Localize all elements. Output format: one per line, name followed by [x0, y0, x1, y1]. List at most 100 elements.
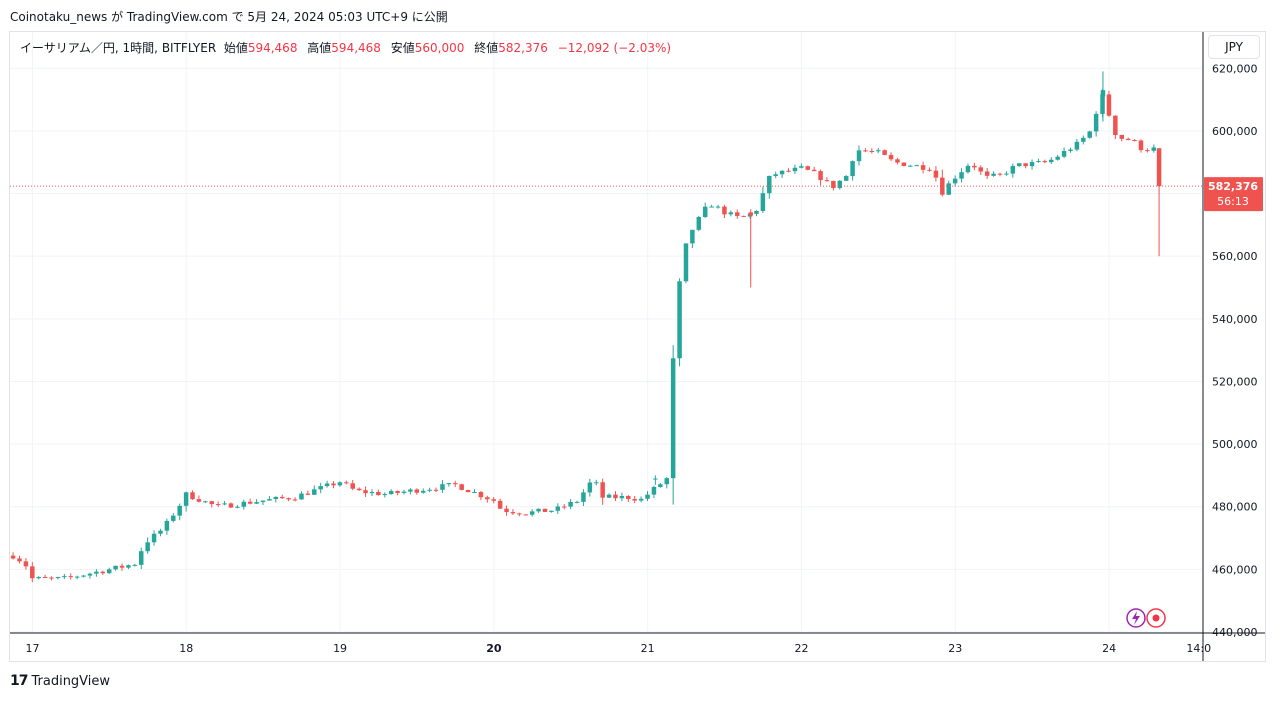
- candle: [1010, 163, 1016, 178]
- chart-frame[interactable]: [9, 31, 1266, 662]
- candle: [927, 167, 932, 172]
- legend-low-value: 560,000: [414, 41, 465, 55]
- legend-high-value: 594,468: [331, 41, 381, 55]
- candle-body: [23, 561, 29, 567]
- candle-body: [754, 210, 759, 214]
- candle: [946, 180, 951, 195]
- candle-body: [811, 169, 817, 172]
- candle-body: [606, 494, 612, 498]
- candle-body: [286, 498, 291, 500]
- candle: [837, 180, 843, 190]
- lightning-icon[interactable]: [1126, 608, 1146, 628]
- candle-body: [203, 501, 208, 503]
- candle-body: [260, 500, 266, 503]
- legend-close-value: 582,376: [498, 41, 548, 55]
- candle: [600, 478, 605, 505]
- candle-body: [1016, 163, 1022, 167]
- candle: [42, 574, 48, 578]
- legend-high-label: 高値: [307, 41, 332, 55]
- candle-body: [36, 576, 41, 579]
- candle: [126, 564, 131, 570]
- candle-body: [478, 491, 484, 498]
- candle: [190, 490, 195, 500]
- candle-body: [267, 499, 272, 501]
- candle: [68, 573, 73, 580]
- candle-body: [664, 478, 669, 485]
- candle: [1125, 137, 1131, 141]
- candle: [728, 210, 734, 217]
- candle: [978, 165, 984, 176]
- x-tick-label: 24: [1102, 642, 1116, 655]
- legend-symbol: イーサリアム／円, 1時間, BITFLYER: [20, 41, 217, 55]
- record-dot: [1152, 614, 1160, 622]
- candle: [1029, 159, 1035, 170]
- candle-body: [453, 483, 458, 485]
- candle: [653, 475, 658, 485]
- candle: [446, 483, 452, 487]
- candle: [273, 496, 279, 503]
- candle-body: [1074, 141, 1080, 150]
- candle: [331, 481, 336, 489]
- candle: [388, 489, 394, 495]
- candle-body: [171, 515, 176, 521]
- candle-body: [715, 206, 721, 208]
- candle: [247, 498, 253, 505]
- candle: [504, 505, 509, 516]
- candle-body: [677, 281, 682, 359]
- candle: [382, 492, 388, 498]
- candle-body: [875, 150, 881, 152]
- candle: [626, 495, 631, 502]
- candle: [286, 497, 291, 502]
- candle-body: [459, 484, 464, 490]
- candle-body: [645, 494, 650, 499]
- candle: [344, 480, 349, 485]
- candle: [139, 547, 144, 570]
- legend-close-label: 終値: [474, 41, 499, 55]
- candle-body: [1125, 138, 1131, 141]
- candle-body: [856, 150, 862, 162]
- candle: [241, 499, 247, 510]
- candle-body: [414, 489, 420, 493]
- candle: [683, 243, 689, 284]
- candle-body: [561, 506, 567, 508]
- candle-body: [517, 513, 522, 515]
- candle-body: [1042, 161, 1048, 163]
- brand-name: TradingView: [31, 673, 111, 689]
- candle: [23, 558, 29, 570]
- candle-body: [312, 489, 317, 495]
- candle-body: [305, 493, 311, 495]
- candle-body: [228, 503, 234, 508]
- candle-body: [395, 491, 400, 493]
- candle-body: [273, 496, 279, 500]
- tradingview-brand[interactable]: 17 TradingView: [10, 673, 110, 689]
- candle: [664, 477, 669, 489]
- candle: [1036, 158, 1041, 163]
- candle-body: [427, 489, 432, 491]
- tradingview-logo-icon: 17: [10, 673, 29, 689]
- candle-body: [748, 212, 753, 216]
- currency-button[interactable]: JPY: [1208, 35, 1260, 59]
- candle: [972, 162, 977, 171]
- candle: [312, 485, 317, 495]
- candle: [940, 169, 945, 197]
- candle-body: [344, 482, 349, 484]
- candle-body: [670, 358, 676, 479]
- candle: [920, 161, 926, 174]
- candle-body: [940, 177, 945, 195]
- candle: [363, 486, 368, 497]
- candle: [549, 510, 554, 513]
- candle-body: [658, 484, 663, 487]
- candle: [991, 171, 996, 177]
- record-icon[interactable]: [1146, 608, 1166, 628]
- candle-body: [722, 206, 727, 215]
- candle: [408, 488, 413, 495]
- candle: [869, 148, 875, 154]
- candle-body: [49, 577, 54, 579]
- candle: [151, 530, 157, 546]
- candle-body: [959, 172, 964, 179]
- candle: [472, 489, 477, 493]
- x-tick-label: 14:0: [1186, 642, 1211, 655]
- candle: [235, 504, 240, 509]
- axes: 440,000460,000480,000500,000520,000540,0…: [10, 32, 1265, 661]
